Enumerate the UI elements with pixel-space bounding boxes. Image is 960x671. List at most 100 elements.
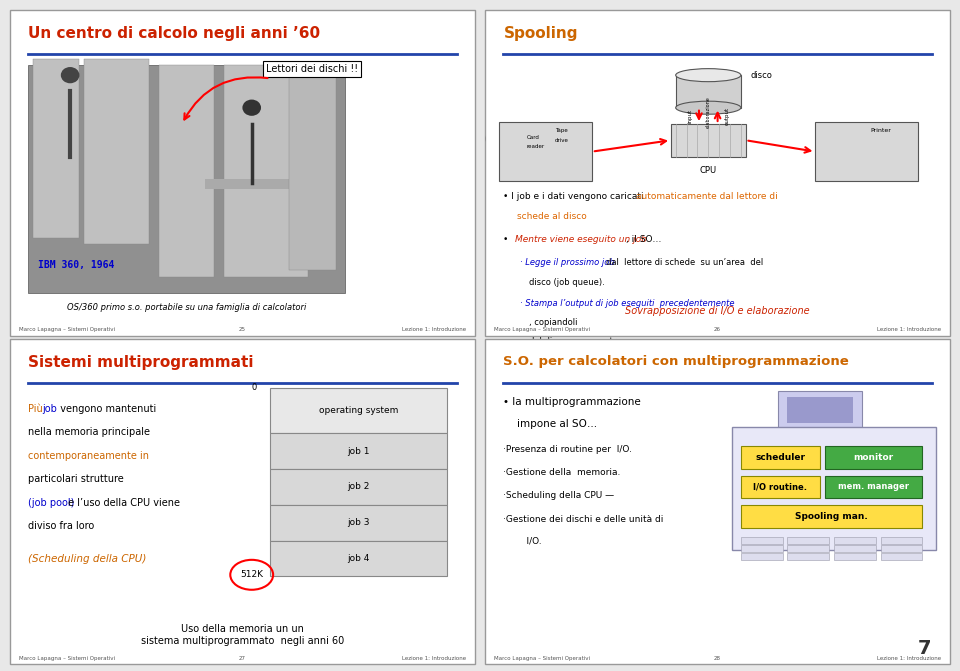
FancyBboxPatch shape: [28, 65, 345, 293]
FancyBboxPatch shape: [289, 75, 336, 270]
Text: e l’uso della CPU viene: e l’uso della CPU viene: [64, 498, 180, 508]
Text: nella memoria principale: nella memoria principale: [28, 427, 150, 437]
Text: S.O. per calcolatori con multiprogrammazione: S.O. per calcolatori con multiprogrammaz…: [503, 355, 850, 368]
Text: Lezione 1: Introduzione: Lezione 1: Introduzione: [402, 327, 466, 332]
FancyBboxPatch shape: [205, 179, 322, 189]
FancyBboxPatch shape: [741, 505, 923, 527]
Text: Printer: Printer: [870, 128, 891, 133]
Text: , il SO…: , il SO…: [626, 235, 661, 244]
FancyBboxPatch shape: [671, 124, 746, 156]
Text: Lettori dei dischi !!: Lettori dei dischi !!: [266, 64, 358, 74]
FancyBboxPatch shape: [485, 339, 950, 664]
Text: impone al SO…: impone al SO…: [517, 419, 598, 429]
Text: Marco Lapagna – Sistemi Operativi: Marco Lapagna – Sistemi Operativi: [494, 327, 590, 332]
Text: I/O.: I/O.: [516, 537, 541, 546]
FancyBboxPatch shape: [33, 59, 80, 238]
FancyBboxPatch shape: [741, 476, 820, 499]
FancyBboxPatch shape: [834, 545, 876, 552]
Ellipse shape: [676, 101, 741, 114]
Text: CPU: CPU: [700, 166, 717, 175]
Text: input: input: [687, 109, 692, 123]
Text: • I job e i dati vengono caricati: • I job e i dati vengono caricati: [503, 193, 647, 201]
Text: ·Gestione dei dischi e delle unità di: ·Gestione dei dischi e delle unità di: [503, 515, 663, 524]
Text: scheduler: scheduler: [756, 453, 805, 462]
FancyBboxPatch shape: [806, 430, 834, 440]
Text: 27: 27: [239, 656, 246, 661]
Text: Più: Più: [28, 404, 46, 414]
Text: IBM 360, 1964: IBM 360, 1964: [37, 260, 114, 270]
FancyBboxPatch shape: [741, 537, 782, 544]
Text: contemporaneamente in: contemporaneamente in: [28, 451, 149, 461]
Text: 0: 0: [252, 383, 256, 392]
Text: Lezione 1: Introduzione: Lezione 1: Introduzione: [402, 656, 466, 661]
Text: ·Gestione della  memoria.: ·Gestione della memoria.: [503, 468, 621, 477]
Text: disco: disco: [750, 70, 772, 80]
FancyBboxPatch shape: [271, 433, 447, 469]
Text: operating system: operating system: [319, 406, 398, 415]
Text: (Scheduling della CPU): (Scheduling della CPU): [28, 554, 147, 564]
Text: Un centro di calcolo negli anni ’60: Un centro di calcolo negli anni ’60: [28, 26, 321, 42]
Text: , copiandoli: , copiandoli: [529, 318, 578, 327]
Text: Uso della memoria un un
sistema multiprogrammato  negli anni 60: Uso della memoria un un sistema multipro…: [141, 624, 344, 646]
Text: job 1: job 1: [348, 447, 370, 456]
Text: dal  lettore di schede  su un’area  del: dal lettore di schede su un’area del: [606, 258, 763, 267]
Ellipse shape: [242, 99, 261, 116]
Text: monitor: monitor: [853, 453, 894, 462]
FancyBboxPatch shape: [10, 10, 475, 336]
FancyBboxPatch shape: [787, 397, 852, 423]
Text: elaborazione: elaborazione: [706, 97, 710, 128]
Text: 26: 26: [714, 327, 721, 332]
FancyBboxPatch shape: [834, 553, 876, 560]
FancyBboxPatch shape: [271, 388, 447, 433]
Text: Marco Lapagna – Sistemi Operativi: Marco Lapagna – Sistemi Operativi: [19, 656, 115, 661]
Text: schede al disco: schede al disco: [517, 213, 588, 221]
FancyBboxPatch shape: [792, 440, 848, 446]
Text: Card: Card: [527, 135, 540, 140]
FancyBboxPatch shape: [880, 545, 923, 552]
FancyBboxPatch shape: [741, 545, 782, 552]
Text: output: output: [725, 107, 730, 125]
FancyBboxPatch shape: [271, 505, 447, 541]
FancyBboxPatch shape: [271, 541, 447, 576]
Text: Mentre viene eseguito un job: Mentre viene eseguito un job: [516, 235, 647, 244]
Text: job 4: job 4: [348, 554, 370, 563]
Text: Lezione 1: Introduzione: Lezione 1: Introduzione: [877, 327, 941, 332]
Text: ·Scheduling della CPU —: ·Scheduling della CPU —: [503, 491, 614, 501]
FancyBboxPatch shape: [834, 537, 876, 544]
FancyBboxPatch shape: [787, 553, 829, 560]
FancyBboxPatch shape: [787, 545, 829, 552]
Text: •: •: [503, 235, 512, 244]
Text: 28: 28: [714, 656, 721, 661]
Text: dal disco su un nastro.: dal disco su un nastro.: [529, 337, 624, 346]
Text: OS/360 primo s.o. portabile su una famiglia di calcolatori: OS/360 primo s.o. portabile su una famig…: [67, 303, 306, 312]
Text: Spooling man.: Spooling man.: [795, 512, 868, 521]
Ellipse shape: [676, 68, 741, 82]
Text: 25: 25: [239, 327, 246, 332]
FancyBboxPatch shape: [10, 339, 475, 664]
Text: • la multiprogrammazione: • la multiprogrammazione: [503, 397, 641, 407]
Text: drive: drive: [555, 138, 568, 143]
Text: Lezione 1: Introduzione: Lezione 1: Introduzione: [877, 656, 941, 661]
Text: Marco Lapagna – Sistemi Operativi: Marco Lapagna – Sistemi Operativi: [19, 327, 115, 332]
Text: automaticamente dal lettore di: automaticamente dal lettore di: [636, 193, 778, 201]
FancyBboxPatch shape: [880, 553, 923, 560]
FancyBboxPatch shape: [271, 469, 447, 505]
Text: Spooling: Spooling: [503, 26, 578, 42]
Text: Marco Lapagna – Sistemi Operativi: Marco Lapagna – Sistemi Operativi: [494, 656, 590, 661]
FancyBboxPatch shape: [732, 427, 936, 550]
FancyBboxPatch shape: [676, 75, 741, 108]
FancyBboxPatch shape: [787, 537, 829, 544]
Ellipse shape: [474, 133, 486, 144]
FancyBboxPatch shape: [815, 122, 918, 181]
FancyBboxPatch shape: [741, 446, 820, 469]
Text: job: job: [42, 404, 57, 414]
Text: Sovrapposizione di I/O e elaborazione: Sovrapposizione di I/O e elaborazione: [625, 306, 810, 316]
Text: 7: 7: [918, 639, 931, 658]
Text: diviso fra loro: diviso fra loro: [28, 521, 94, 531]
FancyBboxPatch shape: [880, 537, 923, 544]
FancyBboxPatch shape: [485, 10, 950, 336]
FancyBboxPatch shape: [499, 122, 592, 181]
Text: 512K: 512K: [240, 570, 263, 579]
FancyBboxPatch shape: [779, 391, 862, 430]
Text: job 3: job 3: [348, 518, 370, 527]
